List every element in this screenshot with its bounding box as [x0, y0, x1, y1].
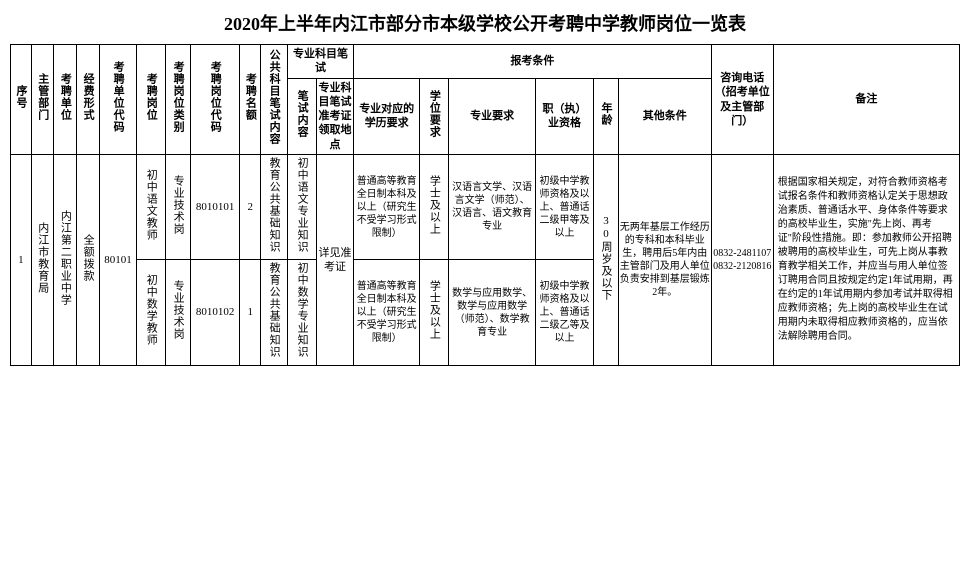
th-certplace: 专业科目笔试准考证领取地点 — [316, 78, 353, 154]
page-title: 2020年上半年内江市部分市本级学校公开考聘中学教师岗位一览表 — [10, 10, 960, 36]
cell-certreq: 初级中学教师资格及以上、普通话二级乙等及以上 — [536, 260, 594, 365]
th-position: 考聘岗位 — [137, 45, 166, 155]
cell-pubexam: 教育公共基础知识 — [261, 155, 288, 260]
th-unitcode: 考聘单位代码 — [99, 45, 136, 155]
cell-poscategory: 专业技术岗 — [166, 155, 191, 260]
th-seq: 序号 — [11, 45, 32, 155]
cell-examcontent: 初中语文专业知识 — [287, 155, 316, 260]
cell-certreq: 初级中学教师资格及以上、普通话二级甲等及以上 — [536, 155, 594, 260]
cell-degreereq: 学士及以上 — [420, 155, 449, 260]
th-pubexam: 公共科目笔试内容 — [261, 45, 288, 155]
cell-poscategory: 专业技术岗 — [166, 260, 191, 365]
positions-table: 序号 主管部门 考聘单位 经费形式 考聘单位代码 考聘岗位 考聘岗位类别 考聘岗… — [10, 44, 960, 366]
cell-quota: 2 — [240, 155, 261, 260]
cell-quota: 1 — [240, 260, 261, 365]
th-specexam: 专业科目笔试 — [287, 45, 353, 79]
cell-position: 初中语文教师 — [137, 155, 166, 260]
cell-poscode: 8010102 — [190, 260, 240, 365]
cell-remark: 根据国家相关规定，对符合教师资格考试报名条件和教师资格认定关于思想政治素质、普通… — [773, 155, 959, 366]
cell-poscode: 8010101 — [190, 155, 240, 260]
th-fund: 经费形式 — [77, 45, 100, 155]
cell-edureq: 普通高等教育全日制本科及以上（研究生不受学习形式限制） — [354, 155, 420, 260]
cell-phone: 0832-2481107 0832-2120816 — [711, 155, 773, 366]
th-edureq: 专业对应的学历要求 — [354, 78, 420, 154]
cell-edureq: 普通高等教育全日制本科及以上（研究生不受学习形式限制） — [354, 260, 420, 365]
th-majorreq: 专业要求 — [449, 78, 536, 154]
cell-certplace: 详见准考证 — [316, 155, 353, 366]
th-poscode: 考聘岗位代码 — [190, 45, 240, 155]
th-agereq: 年龄 — [593, 78, 618, 154]
th-examcontent: 笔试内容 — [287, 78, 316, 154]
th-remark: 备注 — [773, 45, 959, 155]
th-applycond: 报考条件 — [354, 45, 712, 79]
cell-degreereq: 学士及以上 — [420, 260, 449, 365]
th-quota: 考聘名额 — [240, 45, 261, 155]
table-row: 1 内江市教育局 内江第二职业中学 全额拨款 80101 初中语文教师 专业技术… — [11, 155, 960, 260]
cell-pubexam: 教育公共基础知识 — [261, 260, 288, 365]
cell-agereq: 30周岁及以下 — [593, 155, 618, 366]
th-phone: 咨询电话（招考单位及主管部门） — [711, 45, 773, 155]
th-unit: 考聘单位 — [54, 45, 77, 155]
cell-unitcode: 80101 — [99, 155, 136, 366]
cell-seq: 1 — [11, 155, 32, 366]
cell-position: 初中数学教师 — [137, 260, 166, 365]
cell-examcontent: 初中数学专业知识 — [287, 260, 316, 365]
th-degreereq: 学位要求 — [420, 78, 449, 154]
th-otherreq: 其他条件 — [618, 78, 711, 154]
th-poscategory: 考聘岗位类别 — [166, 45, 191, 155]
cell-majorreq: 数学与应用数学、数学与应用数学（师范）、数学教育专业 — [449, 260, 536, 365]
th-dept: 主管部门 — [31, 45, 54, 155]
th-certreq: 职（执）业资格 — [536, 78, 594, 154]
header-row-1: 序号 主管部门 考聘单位 经费形式 考聘单位代码 考聘岗位 考聘岗位类别 考聘岗… — [11, 45, 960, 79]
cell-unit: 内江第二职业中学 — [54, 155, 77, 366]
cell-otherreq: 无两年基层工作经历的专科和本科毕业生，聘用后5年内由主管部门及用人单位负责安排到… — [618, 155, 711, 366]
cell-fund: 全额拨款 — [77, 155, 100, 366]
cell-majorreq: 汉语言文学、汉语言文学（师范）、汉语言、语文教育专业 — [449, 155, 536, 260]
cell-dept: 内江市教育局 — [31, 155, 54, 366]
